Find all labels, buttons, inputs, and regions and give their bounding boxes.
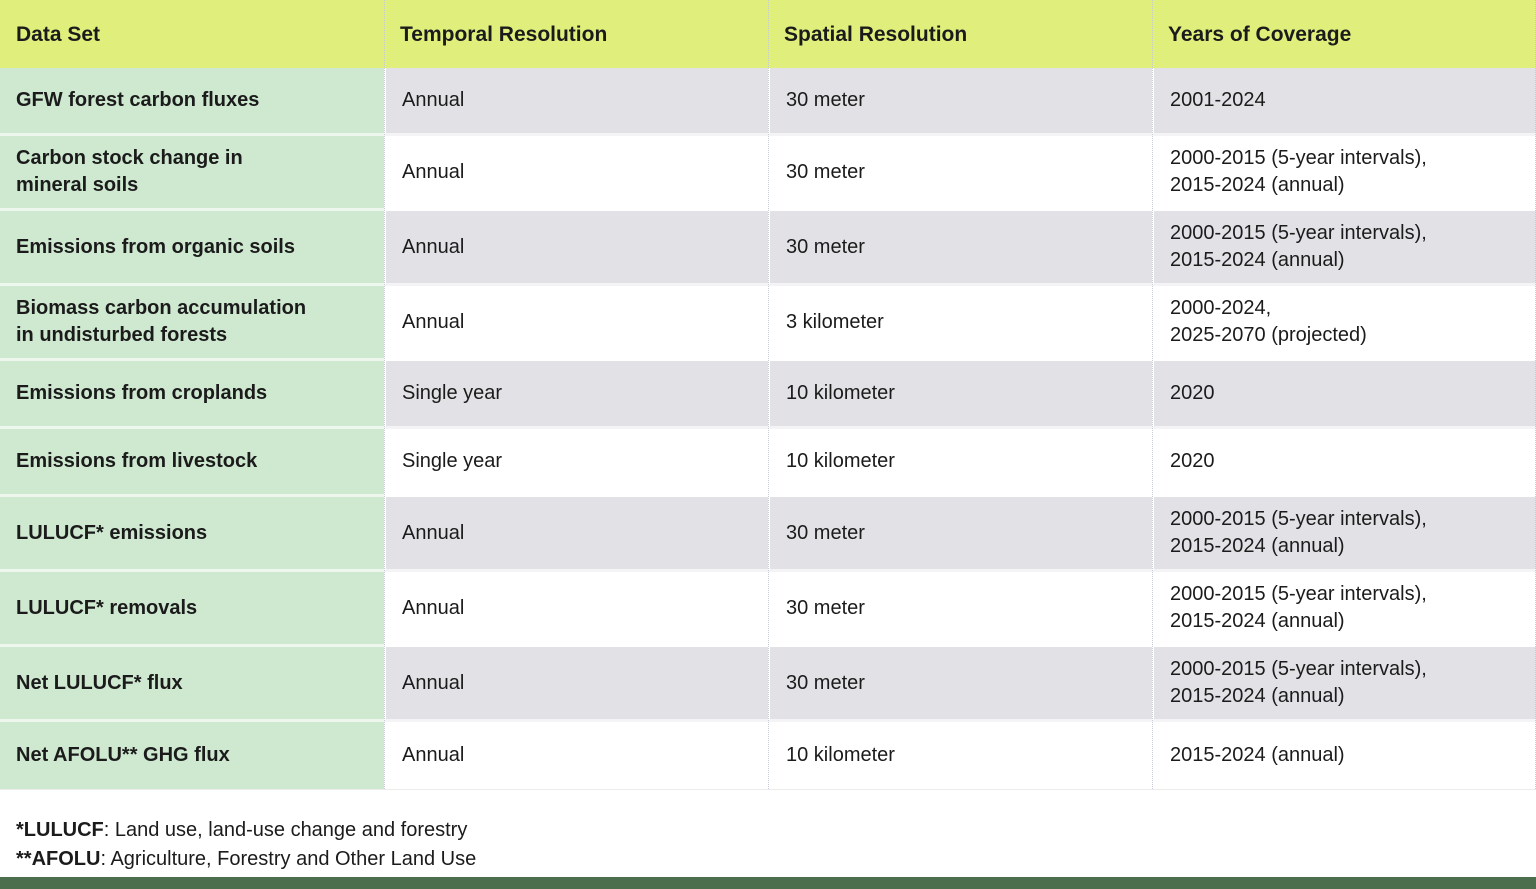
cell-dataset: Emissions from organic soils <box>0 211 384 286</box>
cell-spatial-resolution: 10 kilometer <box>768 361 1152 429</box>
table-row: Net LULUCF* flux Annual 30 meter 2000-20… <box>0 647 1536 722</box>
table-row: Net AFOLU** GHG flux Annual 10 kilometer… <box>0 722 1536 789</box>
cell-spatial-resolution: 30 meter <box>768 572 1152 647</box>
cell-years-of-coverage: 2001-2024 <box>1152 68 1536 136</box>
cell-dataset: Emissions from croplands <box>0 361 384 429</box>
cell-temporal-resolution: Annual <box>384 722 768 789</box>
cell-spatial-resolution: 10 kilometer <box>768 722 1152 789</box>
cell-temporal-resolution: Annual <box>384 68 768 136</box>
cell-temporal-resolution: Single year <box>384 361 768 429</box>
datasets-table: Data Set Temporal Resolution Spatial Res… <box>0 0 1536 790</box>
cell-spatial-resolution: 30 meter <box>768 497 1152 572</box>
column-header-dataset: Data Set <box>0 0 384 68</box>
cell-years-of-coverage: 2020 <box>1152 361 1536 429</box>
cell-temporal-resolution: Annual <box>384 211 768 286</box>
table-header-row: Data Set Temporal Resolution Spatial Res… <box>0 0 1536 68</box>
bottom-accent-bar <box>0 877 1536 889</box>
footnote-definition: : Agriculture, Forestry and Other Land U… <box>100 848 477 870</box>
cell-temporal-resolution: Single year <box>384 429 768 497</box>
cell-years-of-coverage: 2000-2024, 2025-2070 (projected) <box>1152 286 1536 361</box>
table-row: Carbon stock change in mineral soils Ann… <box>0 136 1536 211</box>
cell-years-of-coverage: 2000-2015 (5-year intervals), 2015-2024 … <box>1152 136 1536 211</box>
cell-years-of-coverage: 2020 <box>1152 429 1536 497</box>
footnotes: *LULUCF: Land use, land-use change and f… <box>0 790 1536 877</box>
cell-spatial-resolution: 10 kilometer <box>768 429 1152 497</box>
table-row: LULUCF* removals Annual 30 meter 2000-20… <box>0 572 1536 647</box>
cell-years-of-coverage: 2000-2015 (5-year intervals), 2015-2024 … <box>1152 572 1536 647</box>
cell-dataset: Net LULUCF* flux <box>0 647 384 722</box>
column-header-years-of-coverage: Years of Coverage <box>1152 0 1536 68</box>
cell-dataset: Net AFOLU** GHG flux <box>0 722 384 789</box>
cell-temporal-resolution: Annual <box>384 286 768 361</box>
cell-temporal-resolution: Annual <box>384 572 768 647</box>
column-header-spatial-resolution: Spatial Resolution <box>768 0 1152 68</box>
cell-spatial-resolution: 30 meter <box>768 68 1152 136</box>
cell-dataset: LULUCF* emissions <box>0 497 384 572</box>
cell-dataset: LULUCF* removals <box>0 572 384 647</box>
table-row: GFW forest carbon fluxes Annual 30 meter… <box>0 68 1536 136</box>
cell-years-of-coverage: 2000-2015 (5-year intervals), 2015-2024 … <box>1152 497 1536 572</box>
cell-spatial-resolution: 30 meter <box>768 211 1152 286</box>
cell-spatial-resolution: 30 meter <box>768 136 1152 211</box>
table-row: Emissions from organic soils Annual 30 m… <box>0 211 1536 286</box>
cell-temporal-resolution: Annual <box>384 136 768 211</box>
cell-temporal-resolution: Annual <box>384 647 768 722</box>
table-row: Emissions from croplands Single year 10 … <box>0 361 1536 429</box>
footnote-afolu: **AFOLU: Agriculture, Forestry and Other… <box>16 845 1520 874</box>
table-row: LULUCF* emissions Annual 30 meter 2000-2… <box>0 497 1536 572</box>
cell-years-of-coverage: 2000-2015 (5-year intervals), 2015-2024 … <box>1152 647 1536 722</box>
cell-spatial-resolution: 3 kilometer <box>768 286 1152 361</box>
cell-spatial-resolution: 30 meter <box>768 647 1152 722</box>
table-body: GFW forest carbon fluxes Annual 30 meter… <box>0 68 1536 789</box>
cell-years-of-coverage: 2000-2015 (5-year intervals), 2015-2024 … <box>1152 211 1536 286</box>
cell-dataset: Emissions from livestock <box>0 429 384 497</box>
footnote-definition: : Land use, land-use change and forestry <box>103 819 468 841</box>
footnote-lulucf: *LULUCF: Land use, land-use change and f… <box>16 816 1520 845</box>
footnote-term: *LULUCF <box>16 819 104 841</box>
cell-temporal-resolution: Annual <box>384 497 768 572</box>
table-row: Emissions from livestock Single year 10 … <box>0 429 1536 497</box>
table-row: Biomass carbon accumulation in undisturb… <box>0 286 1536 361</box>
cell-dataset: Biomass carbon accumulation in undisturb… <box>0 286 384 361</box>
column-header-temporal-resolution: Temporal Resolution <box>384 0 768 68</box>
footnote-term: **AFOLU <box>16 848 101 870</box>
cell-years-of-coverage: 2015-2024 (annual) <box>1152 722 1536 789</box>
cell-dataset: GFW forest carbon fluxes <box>0 68 384 136</box>
cell-dataset: Carbon stock change in mineral soils <box>0 136 384 211</box>
